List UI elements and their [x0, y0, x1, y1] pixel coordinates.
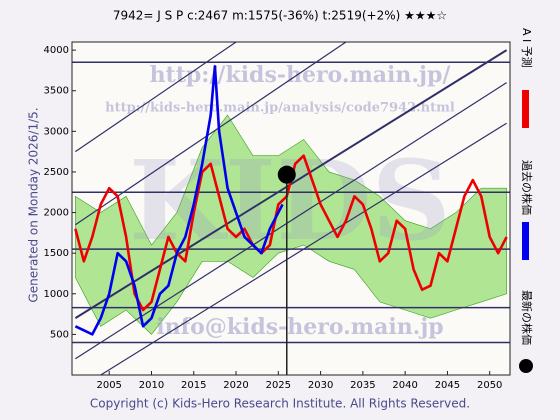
- x-tick-label: 2025: [266, 380, 291, 391]
- legend-swatch: [522, 222, 529, 260]
- watermark: KIDS: [129, 136, 451, 265]
- x-tick-label: 2020: [223, 380, 248, 391]
- chart-title: 7942= J S P c:2467 m:1575(-36%) t:2519(+…: [113, 9, 447, 23]
- trend-line: [75, 82, 507, 360]
- x-tick-label: 2050: [477, 380, 502, 391]
- side-label: Generated on Monday 2026/1/5.: [27, 107, 41, 302]
- legend-label: A I 予測: [520, 28, 534, 68]
- y-tick-label: 500: [50, 329, 69, 340]
- legend-label: 最新の株価: [520, 290, 534, 345]
- legend-swatch: [522, 90, 529, 128]
- forecast-band: [75, 114, 507, 335]
- plot-frame: [71, 41, 511, 376]
- latest-point: [277, 165, 296, 184]
- watermark: http://kids-hero.main.jp/: [150, 62, 452, 88]
- watermark: http://kids-hero.main.jp/analysis/code79…: [105, 101, 455, 116]
- trend-line: [75, 42, 237, 153]
- y-tick-label: 2000: [44, 208, 69, 219]
- y-tick-label: 4000: [44, 45, 69, 56]
- legend-swatch: [519, 359, 533, 373]
- x-tick-label: 2035: [350, 380, 375, 391]
- legend-label: 過去の株価: [520, 160, 534, 215]
- x-tick-label: 2010: [139, 380, 164, 391]
- y-tick-label: 1500: [44, 248, 69, 259]
- trend-line: [100, 122, 507, 375]
- y-tick-label: 3500: [44, 86, 69, 97]
- x-tick-label: 2015: [181, 380, 206, 391]
- x-tick-label: 2045: [435, 380, 460, 391]
- x-tick-label: 2030: [308, 380, 333, 391]
- y-tick-label: 2500: [44, 167, 69, 178]
- y-tick-label: 1000: [44, 289, 69, 300]
- watermark: info@kids-hero.main.jp: [156, 314, 443, 340]
- trend-line: [75, 42, 347, 226]
- x-tick-label: 2040: [392, 380, 417, 391]
- y-tick-label: 3000: [44, 126, 69, 137]
- series-line: [74, 65, 284, 336]
- x-tick-label: 2005: [96, 380, 121, 391]
- footer: Copyright (c) Kids-Hero Research Institu…: [90, 397, 470, 411]
